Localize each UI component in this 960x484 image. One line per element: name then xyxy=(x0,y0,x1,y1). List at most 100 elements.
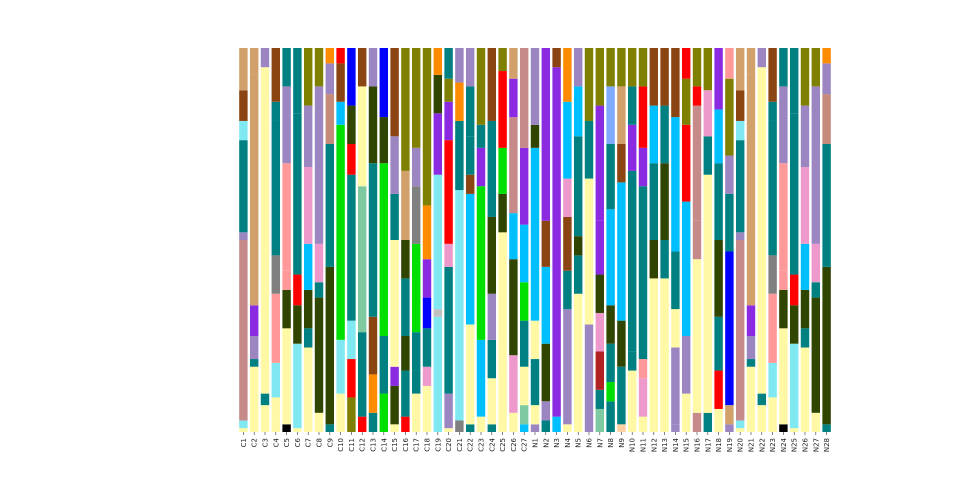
bar-segment-N5-1 xyxy=(573,293,583,432)
x-tick-label-C26: C26 xyxy=(510,437,518,451)
bar-segment-N28-6 xyxy=(822,48,831,64)
bar-segment-N10-1 xyxy=(627,370,637,432)
bar-segment-N16-1 xyxy=(692,412,702,432)
bar-segment-C10-1 xyxy=(336,393,345,432)
bar-segment-C17-7 xyxy=(411,48,421,148)
bar-N19 xyxy=(725,48,734,432)
bar-N18 xyxy=(714,48,723,432)
x-tick-label-N26: N26 xyxy=(802,437,810,452)
bar-segment-N8-8 xyxy=(606,48,615,87)
x-tick-label-N13: N13 xyxy=(661,438,669,452)
bar-N13 xyxy=(660,48,669,432)
bar-segment-C27-2 xyxy=(519,405,529,425)
bar-segment-N2-2 xyxy=(541,401,551,421)
bar-segment-N18-6 xyxy=(714,109,723,164)
bar-segment-C12-3 xyxy=(357,186,367,333)
bar-N10 xyxy=(627,48,637,432)
bar-C4 xyxy=(271,48,281,432)
bar-segment-C22-3 xyxy=(465,193,475,325)
bar-segment-N12-6 xyxy=(649,48,659,106)
bar-segment-C2-2 xyxy=(249,359,259,367)
bar-segment-C18-5 xyxy=(422,259,432,298)
bar-segment-N11-5 xyxy=(638,147,648,187)
bar-segment-N21-5 xyxy=(746,74,756,306)
bar-segment-N22-4 xyxy=(757,48,767,68)
bar-segment-C18-6 xyxy=(422,205,432,260)
bar-segment-C1-5 xyxy=(239,140,248,233)
bar-segment-C4-7 xyxy=(271,101,281,121)
bar-segment-C24-7 xyxy=(487,48,497,121)
bar-segment-N26-7 xyxy=(800,48,810,106)
bar-segment-N2-1 xyxy=(541,420,551,432)
x-tick-label-N23: N23 xyxy=(769,438,777,452)
bar-segment-C24-6 xyxy=(487,120,497,217)
x-tick-label-C25: C25 xyxy=(499,438,507,452)
bar-segment-N8-4 xyxy=(606,305,615,344)
bar-C27 xyxy=(519,48,529,432)
bar-segment-C10-2 xyxy=(336,339,345,394)
bar-N25 xyxy=(789,48,799,432)
bar-segment-N14-6 xyxy=(671,48,680,118)
bar-segment-C21-4 xyxy=(455,82,464,121)
bar-segment-C22-6 xyxy=(465,86,475,137)
bar-segment-C25-1 xyxy=(498,424,507,432)
bar-segment-C17-3 xyxy=(411,332,421,371)
bar-segment-N13-3 xyxy=(660,240,669,279)
bar-C12 xyxy=(357,48,367,432)
bar-segment-C2-4 xyxy=(249,305,259,336)
bar-segment-C17-6 xyxy=(411,147,421,187)
bar-segment-N23-4 xyxy=(768,293,777,363)
bar-N2 xyxy=(541,48,551,432)
bar-C7 xyxy=(303,48,313,432)
bar-C2 xyxy=(249,48,259,432)
bar-segment-N16-6 xyxy=(692,48,702,87)
bar-segment-C11-4 xyxy=(347,174,356,321)
x-tick-label-C21: C21 xyxy=(456,438,464,452)
bar-N11 xyxy=(638,48,648,432)
bar-segment-N16-4 xyxy=(692,105,702,221)
x-tick-label-C22: C22 xyxy=(467,438,475,452)
bar-segment-N4-5 xyxy=(563,178,572,217)
bar-segment-C12-2 xyxy=(357,332,367,417)
bar-segment-N15-4 xyxy=(681,124,691,202)
bar-segment-N28-4 xyxy=(822,94,831,144)
bar-segment-N16-5 xyxy=(692,86,702,106)
bar-segment-C12-4 xyxy=(357,86,367,187)
x-tick-label-C10: C10 xyxy=(337,438,345,452)
bar-segment-N20-1 xyxy=(735,428,745,432)
bar-segment-C26-3 xyxy=(509,259,518,356)
bar-segment-C2-3 xyxy=(249,336,259,360)
bar-segment-N24-1 xyxy=(779,424,788,432)
x-tick-label-C6: C6 xyxy=(294,437,302,447)
bar-segment-C24-5 xyxy=(487,216,497,294)
bar-segment-N20-2 xyxy=(735,420,745,429)
bar-segment-N5-4 xyxy=(573,136,583,237)
bar-N28 xyxy=(822,48,831,432)
bar-segment-N11-1 xyxy=(638,416,648,432)
bar-segment-C3-1 xyxy=(260,405,270,432)
bar-segment-N14-2 xyxy=(671,347,680,425)
bar-segment-N24-2 xyxy=(779,328,788,425)
bar-segment-C21-3 xyxy=(455,120,464,191)
bar-segment-C27-7 xyxy=(519,147,529,225)
bar-segment-N13-1 xyxy=(660,416,669,432)
bar-segment-C1-3 xyxy=(239,240,248,421)
bar-segment-C24-4 xyxy=(487,293,497,340)
bar-segment-C7-2 xyxy=(303,328,313,348)
bar-segment-C7-3 xyxy=(303,289,313,329)
bar-segment-N25-6 xyxy=(789,48,799,114)
bar-segment-N14-1 xyxy=(671,424,680,432)
bar-segment-N2-4 xyxy=(541,266,551,344)
bar-segment-N28-1 xyxy=(822,424,831,432)
bar-segment-C26-1 xyxy=(509,412,518,432)
x-tick-label-N1: N1 xyxy=(532,438,540,448)
bar-segment-C20-1 xyxy=(444,428,453,432)
bar-segment-C7-7 xyxy=(303,48,313,106)
bar-N6 xyxy=(584,48,594,432)
x-tick-label-C18: C18 xyxy=(424,438,432,452)
bar-segment-C13-2 xyxy=(368,374,378,413)
bar-segment-C27-6 xyxy=(519,224,529,283)
bar-segment-N19-6 xyxy=(725,78,734,156)
bar-segment-C9-2 xyxy=(325,266,335,425)
